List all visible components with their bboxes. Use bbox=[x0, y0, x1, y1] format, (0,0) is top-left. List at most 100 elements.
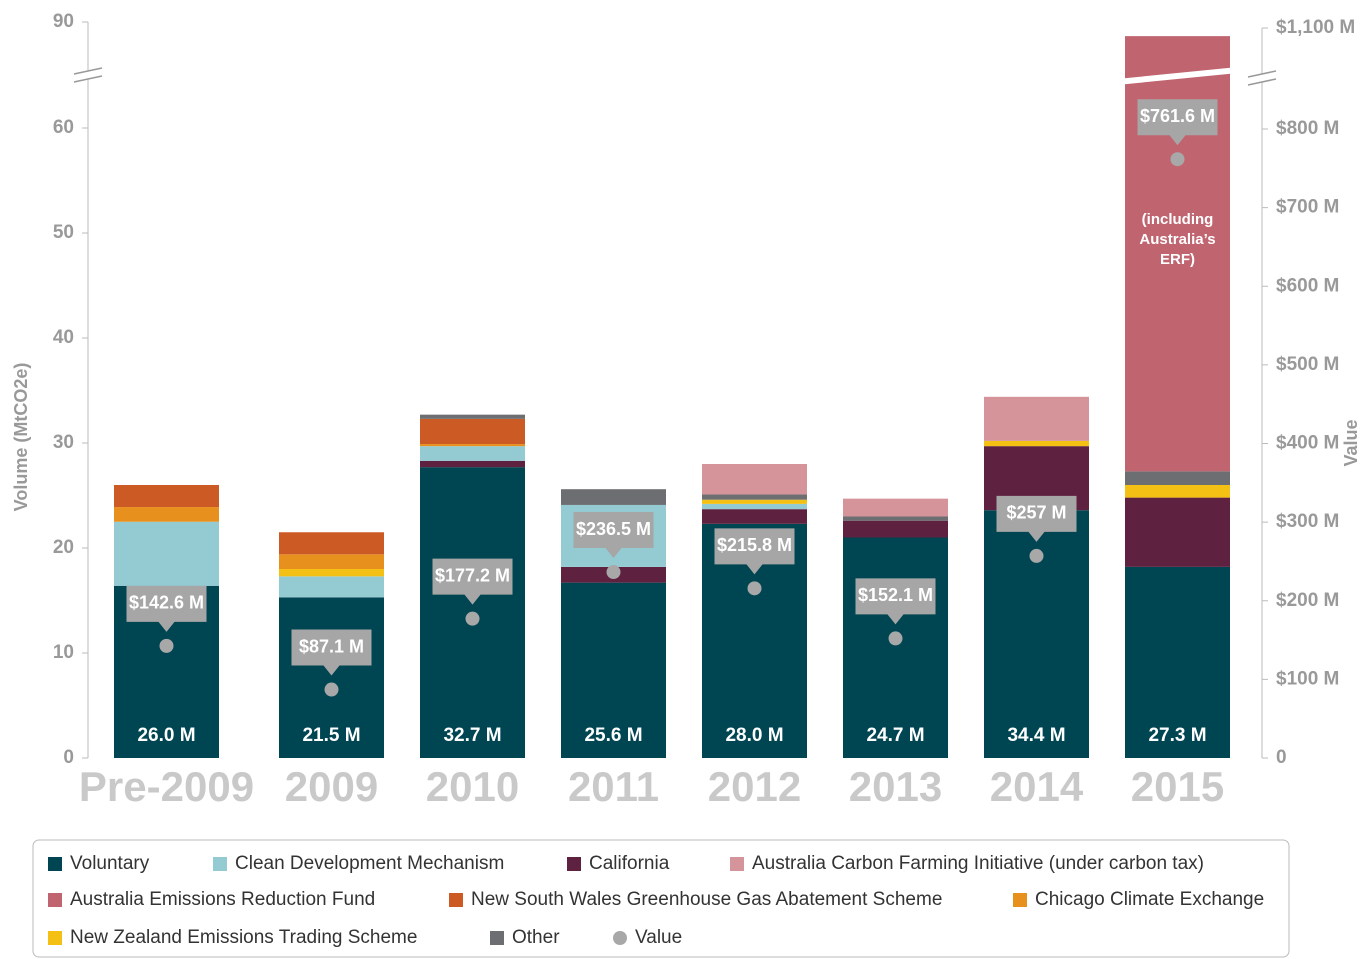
bar-segment bbox=[420, 444, 525, 447]
bar-segment bbox=[843, 520, 948, 538]
legend-label: New South Wales Greenhouse Gas Abatement… bbox=[471, 889, 942, 910]
y2-tick-label: $100 M bbox=[1276, 668, 1339, 689]
annotation-line: ERF) bbox=[1160, 251, 1195, 268]
total-label: 34.4 M bbox=[1007, 725, 1065, 746]
annotation-line: Australia’s bbox=[1139, 231, 1215, 248]
y-tick-label: 50 bbox=[53, 222, 74, 243]
value-label: $152.1 M bbox=[858, 585, 933, 605]
value-dot bbox=[888, 631, 903, 646]
value-dot bbox=[324, 682, 339, 697]
legend-swatch bbox=[567, 857, 581, 871]
y2-axis-label: Value bbox=[1341, 419, 1361, 466]
value-dot bbox=[159, 638, 174, 653]
axis-break-gap bbox=[1250, 74, 1274, 82]
legend-swatch bbox=[730, 857, 744, 871]
x-tick-label: 2012 bbox=[708, 763, 801, 810]
x-tick-label: 2011 bbox=[568, 763, 659, 810]
legend-label: Value bbox=[635, 927, 682, 948]
axis-break bbox=[73, 67, 103, 75]
legend-swatch bbox=[48, 893, 62, 907]
legend-swatch bbox=[48, 931, 62, 945]
y-tick-label: 60 bbox=[53, 117, 74, 138]
value-label: $257 M bbox=[1006, 503, 1066, 523]
bar-segment bbox=[984, 510, 1089, 758]
legend-label: Chicago Climate Exchange bbox=[1035, 889, 1264, 910]
value-callout bbox=[996, 495, 1077, 542]
bar-segment bbox=[843, 498, 948, 517]
legend-label: Australia Emissions Reduction Fund bbox=[70, 889, 375, 910]
y2-tick-label: $300 M bbox=[1276, 511, 1339, 532]
bar-segment bbox=[843, 537, 948, 758]
axis-break bbox=[1247, 70, 1277, 78]
axis-break bbox=[1247, 78, 1277, 86]
value-dot bbox=[606, 565, 621, 580]
legend-label: Other bbox=[512, 927, 560, 948]
y2-tick-label: $500 M bbox=[1276, 354, 1339, 375]
x-tick-label: 2010 bbox=[426, 763, 519, 810]
legend-label: Voluntary bbox=[70, 853, 150, 874]
legend-label: Clean Development Mechanism bbox=[235, 853, 504, 874]
y2-tick-label: $400 M bbox=[1276, 433, 1339, 454]
y2-tick-label: 0 bbox=[1276, 747, 1287, 768]
y-axis-label: Volume (MtCO2e) bbox=[11, 363, 31, 512]
legend-swatch bbox=[48, 857, 62, 871]
value-callout bbox=[855, 578, 936, 625]
bar-segment bbox=[561, 489, 666, 505]
value-label: $87.1 M bbox=[299, 636, 364, 656]
y-tick-label: 40 bbox=[53, 327, 74, 348]
x-tick-label: 2015 bbox=[1131, 763, 1224, 810]
bar-segment bbox=[420, 414, 525, 419]
legend-box bbox=[32, 839, 1290, 958]
bar-segment bbox=[702, 509, 807, 524]
annotation-line: (including bbox=[1142, 211, 1214, 228]
bar-segment bbox=[420, 446, 525, 461]
legend-swatch bbox=[490, 931, 504, 945]
total-label: 26.0 M bbox=[137, 725, 195, 746]
total-label: 32.7 M bbox=[443, 725, 501, 746]
bar-segment bbox=[702, 503, 807, 510]
value-callout bbox=[714, 528, 795, 575]
y-tick-label: 90 bbox=[53, 11, 74, 32]
y-tick-label: 20 bbox=[53, 537, 74, 558]
y-tick-label: 30 bbox=[53, 432, 74, 453]
bar-segment bbox=[114, 485, 219, 508]
value-label: $236.5 M bbox=[576, 519, 651, 539]
value-label: $761.6 M bbox=[1140, 106, 1215, 126]
value-label: $177.2 M bbox=[435, 565, 510, 585]
bar-segment bbox=[702, 464, 807, 495]
y2-tick-label: $600 M bbox=[1276, 275, 1339, 296]
bar-segment bbox=[279, 532, 384, 555]
bar-segment bbox=[1125, 566, 1230, 758]
bar-segment bbox=[420, 460, 525, 468]
bar-segment bbox=[114, 507, 219, 522]
value-label: $142.6 M bbox=[129, 593, 204, 613]
legend-label: New Zealand Emissions Trading Scheme bbox=[70, 927, 417, 948]
bar-segment bbox=[561, 582, 666, 758]
x-tick-label: 2013 bbox=[849, 763, 942, 810]
bar-segment bbox=[1125, 485, 1230, 498]
legend-swatch bbox=[449, 893, 463, 907]
value-dot bbox=[747, 581, 762, 596]
value-dot bbox=[465, 611, 480, 626]
bar-segment bbox=[279, 597, 384, 758]
y-tick-label: 10 bbox=[53, 642, 74, 663]
legend-swatch bbox=[213, 857, 227, 871]
value-dot bbox=[1029, 548, 1044, 563]
legend-swatch bbox=[1013, 893, 1027, 907]
value-dot bbox=[1170, 152, 1185, 167]
legend-label: California bbox=[589, 853, 670, 874]
bar-segment bbox=[702, 494, 807, 500]
value-callout bbox=[432, 558, 513, 605]
legend-label: Australia Carbon Farming Initiative (und… bbox=[752, 853, 1204, 874]
x-tick-label: Pre-2009 bbox=[79, 763, 254, 810]
value-callout bbox=[1137, 99, 1218, 146]
axis-break bbox=[73, 75, 103, 83]
total-label: 24.7 M bbox=[866, 725, 924, 746]
bar-segment bbox=[984, 440, 1089, 447]
x-tick-label: 2009 bbox=[285, 763, 378, 810]
bar-segment bbox=[984, 396, 1089, 441]
value-callout bbox=[126, 585, 207, 632]
bar-segment bbox=[843, 516, 948, 521]
total-label: 21.5 M bbox=[302, 725, 360, 746]
